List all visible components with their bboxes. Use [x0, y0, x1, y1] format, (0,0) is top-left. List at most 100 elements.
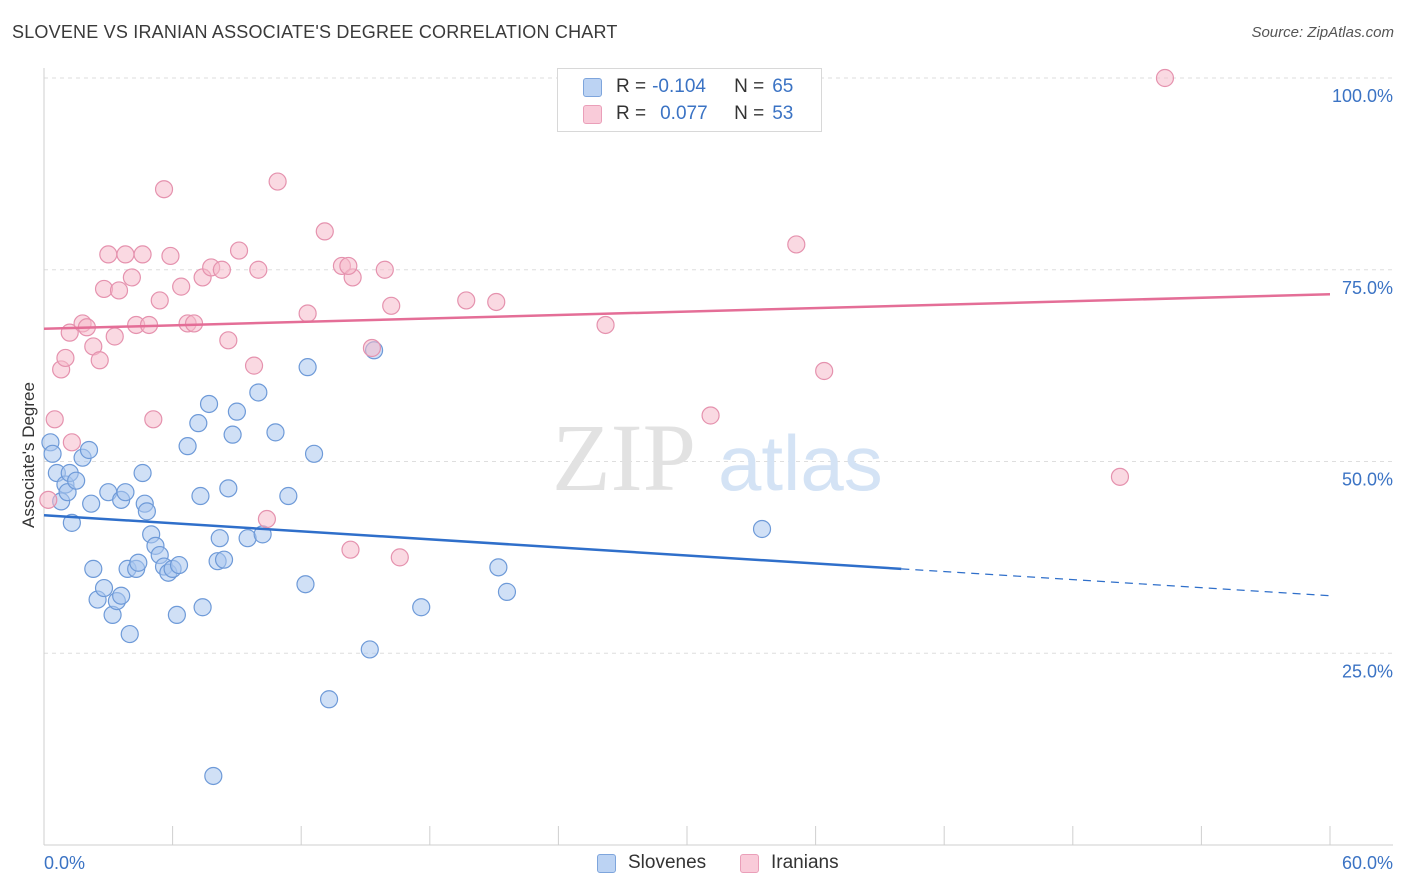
slovenes-trend-extension: [901, 568, 1331, 597]
iranian-point: [133, 245, 152, 264]
correlation-legend: R = -0.104 N = 65 R = 0.077 N = 53: [557, 68, 822, 132]
slovene-point: [167, 605, 186, 625]
iranian-point: [212, 260, 231, 279]
slovene-point: [319, 690, 339, 709]
slovene-point: [238, 529, 257, 548]
iranian-point: [219, 331, 238, 350]
slovene-point: [210, 529, 229, 548]
watermark-atlas: atlas: [718, 419, 883, 507]
slovene-point: [298, 358, 317, 377]
iranian-point: [339, 256, 358, 276]
iranian-point: [341, 540, 360, 559]
iranian-point: [99, 245, 118, 264]
slovene-point: [84, 559, 103, 578]
y-axis-label: Associate's Degree: [19, 382, 38, 528]
slovene-point: [279, 486, 298, 506]
iranian-point: [45, 410, 64, 429]
iranian-point: [249, 260, 268, 279]
slovene-point: [94, 578, 114, 598]
slovene-point: [178, 437, 197, 456]
iranian-point: [105, 327, 124, 346]
legend-swatch-pink: [583, 104, 602, 124]
slovene-point: [497, 582, 517, 601]
slovene-point: [137, 502, 156, 521]
iranian-point: [298, 304, 317, 323]
iranian-point: [1155, 68, 1175, 88]
slovene-point: [752, 519, 772, 539]
slovene-point: [120, 624, 139, 644]
iranian-point: [116, 245, 135, 264]
iranian-point: [244, 356, 264, 375]
iranian-point: [229, 241, 249, 260]
iranian-point: [787, 235, 806, 254]
iranians-points: [39, 68, 1175, 567]
y-tick-label: 25.0%: [1342, 661, 1393, 681]
iranian-point: [268, 172, 287, 191]
iranian-point: [56, 348, 75, 368]
slovene-point: [266, 423, 285, 442]
iranian-point: [390, 548, 409, 567]
slovene-point: [193, 598, 212, 617]
slovene-point: [227, 402, 246, 421]
legend-n-label: N =: [734, 103, 765, 124]
bottom-legend-label: Iranians: [771, 852, 839, 873]
slovene-point: [62, 513, 81, 532]
iranian-point: [487, 292, 506, 312]
y-tick-label: 50.0%: [1342, 470, 1393, 490]
legend-n-label: N =: [734, 76, 765, 97]
slovene-point: [189, 414, 208, 433]
slovene-point: [304, 444, 324, 463]
iranian-point: [375, 260, 394, 279]
x-tick-label-min: 0.0%: [44, 853, 85, 873]
slovene-point: [296, 575, 315, 594]
slovene-point: [79, 440, 99, 460]
iranian-point: [382, 296, 401, 315]
iranian-point: [39, 490, 58, 509]
bottom-legend-iranians: Iranians: [740, 852, 839, 874]
slovene-point: [43, 444, 62, 463]
slovenes-points: [41, 341, 772, 786]
watermark-zip: ZIP: [552, 404, 696, 511]
iranian-point: [109, 281, 129, 300]
slovene-point: [133, 463, 152, 483]
slovene-point: [360, 640, 379, 659]
slovene-point: [169, 555, 189, 575]
legend-r-value: -0.104: [652, 76, 706, 97]
iranian-point: [457, 291, 476, 310]
legend-swatch-blue: [583, 77, 602, 97]
iranian-point: [315, 222, 334, 241]
legend-n-value: 53: [772, 103, 794, 124]
slovene-point: [249, 383, 268, 402]
slovene-point: [129, 553, 148, 572]
iranian-point: [62, 433, 81, 452]
slovene-point: [214, 550, 234, 569]
slovene-point: [82, 494, 101, 513]
slovene-point: [199, 394, 219, 414]
bottom-swatch-pink: [740, 853, 759, 873]
iranian-point: [161, 246, 180, 266]
iranian-point: [1110, 467, 1130, 486]
legend-row-slovenes: R = -0.104 N = 65: [558, 74, 793, 100]
iranians-trend-line: [43, 293, 1331, 331]
slovene-point: [412, 598, 431, 617]
legend-n-value: 65: [772, 76, 794, 97]
watermark: ZIP atlas: [552, 404, 883, 511]
legend-r-label: R =: [616, 103, 647, 124]
iranian-point: [257, 509, 277, 529]
slovenes-trend-line: [43, 513, 902, 571]
slovene-point: [112, 586, 131, 605]
trend-lines: [43, 293, 1331, 597]
iranian-point: [154, 180, 174, 199]
y-tick-label: 75.0%: [1342, 278, 1393, 298]
slovene-point: [116, 483, 135, 502]
bottom-legend-slovenes: Slovenes: [597, 852, 706, 874]
y-tick-label: 100.0%: [1332, 86, 1393, 106]
iranian-point: [90, 351, 109, 370]
legend-r-value: 0.077: [660, 103, 708, 124]
source-label: Source: ZipAtlas.com: [1251, 24, 1394, 41]
iranian-point: [144, 410, 163, 429]
iranian-point: [362, 338, 382, 358]
iranian-point: [94, 279, 114, 299]
tick-labels: 25.0% 50.0% 75.0% 100.0% 0.0% 60.0%: [44, 86, 1393, 873]
